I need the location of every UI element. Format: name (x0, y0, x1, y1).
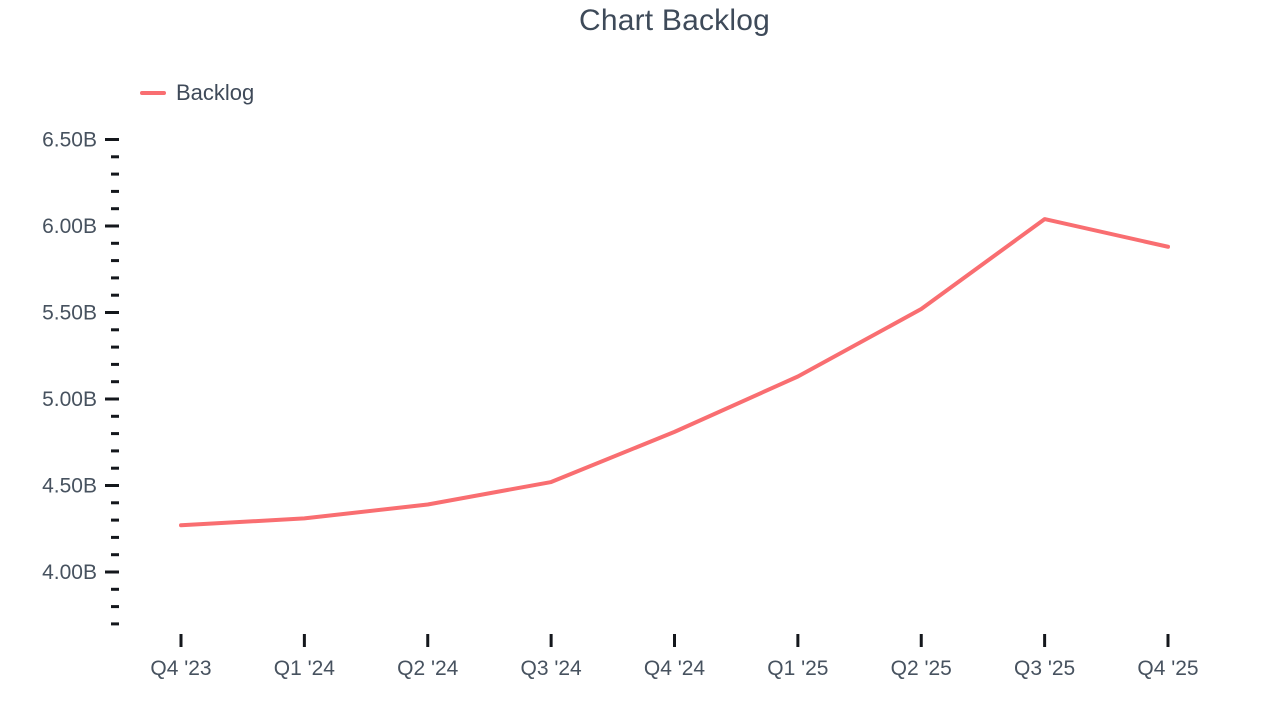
x-axis-tick-label: Q4 '23 (150, 657, 211, 680)
y-axis-tick-label: 5.50B (42, 302, 97, 325)
y-axis-tick-label: 6.00B (42, 215, 97, 238)
x-axis-tick-label: Q1 '25 (767, 657, 828, 680)
y-axis-tick-label: 5.00B (42, 388, 97, 411)
x-axis-tick-label: Q4 '24 (644, 657, 706, 680)
y-axis-tick-label: 4.50B (42, 475, 97, 498)
chart-title: Chart Backlog (578, 4, 771, 37)
y-axis-tick-label: 4.00B (42, 561, 97, 584)
legend: Backlog (140, 80, 254, 106)
x-axis-tick-label: Q3 '24 (521, 657, 583, 680)
series-line-backlog (179, 217, 1170, 528)
x-axis-tick-label: Q4 '25 (1137, 657, 1198, 680)
y-axis-tick-label: 6.50B (42, 129, 97, 152)
legend-label-backlog: Backlog (176, 80, 255, 105)
legend-swatch-backlog (140, 91, 166, 95)
x-axis-tick-label: Q1 '24 (274, 657, 336, 680)
x-axis-tick-label: Q2 '24 (397, 657, 459, 680)
x-axis-tick-label: Q2 '25 (891, 657, 952, 680)
x-axis-tick-label: Q3 '25 (1014, 657, 1075, 680)
